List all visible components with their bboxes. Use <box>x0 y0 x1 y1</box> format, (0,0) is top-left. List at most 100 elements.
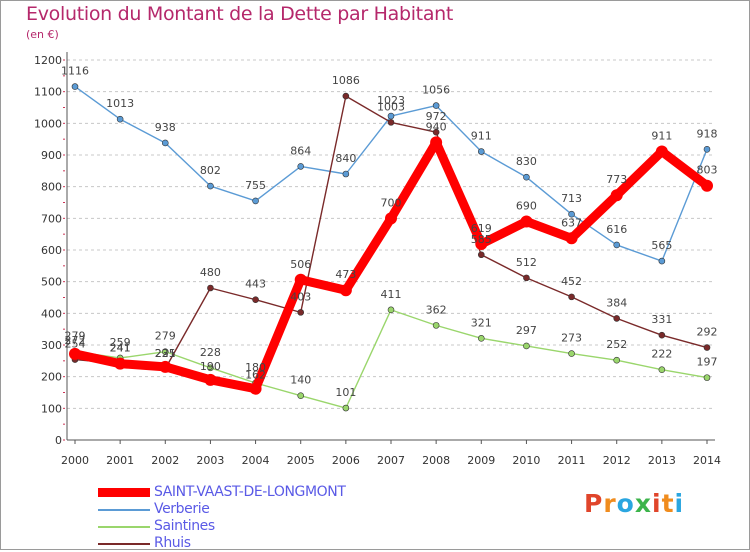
y-tick-label: 300 <box>41 339 62 352</box>
data-point <box>477 148 485 155</box>
logo-letter: x <box>634 489 652 518</box>
x-tick-label: 2004 <box>242 454 270 467</box>
data-label: 197 <box>697 356 718 369</box>
data-label: 231 <box>155 347 176 360</box>
data-point <box>297 309 305 316</box>
data-point <box>432 128 440 136</box>
data-label: 162 <box>245 369 266 382</box>
data-point <box>658 331 666 339</box>
data-point <box>342 92 350 100</box>
data-point <box>207 364 214 372</box>
data-label: 272 <box>65 334 86 347</box>
data-label: 411 <box>381 288 402 301</box>
data-label: 1023 <box>377 94 405 107</box>
data-point-main <box>249 382 262 395</box>
data-label: 840 <box>335 152 356 165</box>
data-label: 830 <box>516 155 537 168</box>
data-point-main <box>339 284 352 297</box>
data-label: 480 <box>200 266 221 279</box>
data-point <box>432 322 440 329</box>
data-label: 755 <box>245 179 266 192</box>
data-label: 918 <box>697 127 718 140</box>
data-label: 321 <box>471 316 492 329</box>
legend-item: Rhuis <box>98 535 418 552</box>
data-label: 773 <box>606 173 627 186</box>
data-point-main <box>475 237 488 250</box>
data-label: 384 <box>606 296 627 309</box>
legend-swatch <box>98 525 150 528</box>
legend-swatch <box>98 542 150 545</box>
data-label: 616 <box>606 223 627 236</box>
legend-label: Verberie <box>154 501 210 517</box>
data-label: 101 <box>335 386 356 399</box>
x-tick-label: 2000 <box>61 454 89 467</box>
data-point <box>703 374 711 381</box>
data-label: 241 <box>110 342 131 355</box>
data-label: 700 <box>381 196 402 209</box>
data-label: 1003 <box>377 100 405 113</box>
x-tick-label: 2002 <box>151 454 179 467</box>
legend-item: SAINT-VAAST-DE-LONGMONT <box>98 484 418 501</box>
data-point <box>71 83 79 90</box>
x-tick-label: 2007 <box>377 454 405 467</box>
data-point <box>523 173 530 181</box>
x-tick-label: 2012 <box>603 454 631 467</box>
data-point <box>703 344 711 351</box>
data-label: 279 <box>155 330 176 343</box>
x-tick-label: 2011 <box>558 454 586 467</box>
data-point <box>342 404 350 412</box>
data-point <box>477 335 485 342</box>
legend-item: Verberie <box>98 501 418 518</box>
data-point <box>477 251 485 259</box>
data-label: 864 <box>290 144 311 157</box>
data-point-main <box>294 273 307 286</box>
data-point <box>207 182 214 190</box>
legend-swatch <box>98 488 150 497</box>
data-point-main <box>701 179 713 192</box>
data-label: 565 <box>651 239 672 252</box>
x-tick-label: 2014 <box>693 454 721 467</box>
data-label: 331 <box>651 313 672 326</box>
data-point-main <box>430 136 443 149</box>
data-label: 1116 <box>61 65 89 78</box>
data-point <box>297 163 305 170</box>
data-point-main <box>520 215 533 228</box>
proxiti-logo: Proxiti <box>584 489 684 518</box>
data-label: 619 <box>471 222 492 235</box>
data-point <box>568 293 575 301</box>
data-label: 443 <box>245 278 266 291</box>
data-point <box>161 348 169 355</box>
data-label: 802 <box>200 164 221 177</box>
x-tick-label: 2009 <box>467 454 495 467</box>
data-label: 180 <box>245 361 266 374</box>
legend-swatch <box>98 508 150 511</box>
x-tick-label: 2005 <box>287 454 315 467</box>
data-label: 190 <box>200 360 221 373</box>
data-label: 585 <box>471 233 492 246</box>
data-label: 273 <box>561 332 582 345</box>
y-tick-label: 800 <box>41 181 62 194</box>
data-label: 1056 <box>422 84 450 97</box>
data-label: 292 <box>697 326 718 339</box>
chart-title: Evolution du Montant de la Dette par Hab… <box>26 3 454 25</box>
data-label: 252 <box>606 338 627 351</box>
data-label: 911 <box>471 130 492 143</box>
logo-letter: o <box>616 489 635 518</box>
data-point <box>387 119 395 126</box>
data-point <box>523 274 530 282</box>
data-label: 637 <box>561 216 582 229</box>
data-point <box>207 284 214 292</box>
data-point-main <box>655 145 668 158</box>
data-label: 803 <box>697 164 718 177</box>
data-point <box>432 102 440 109</box>
data-point <box>387 112 395 120</box>
data-label: 259 <box>110 336 131 349</box>
data-point-main <box>385 212 397 225</box>
data-label: 911 <box>651 130 672 143</box>
y-tick-label: 500 <box>41 276 62 289</box>
data-point <box>613 315 621 322</box>
data-point <box>658 257 666 265</box>
data-label: 297 <box>516 324 537 337</box>
data-point <box>297 392 305 399</box>
data-point-main <box>610 189 623 202</box>
